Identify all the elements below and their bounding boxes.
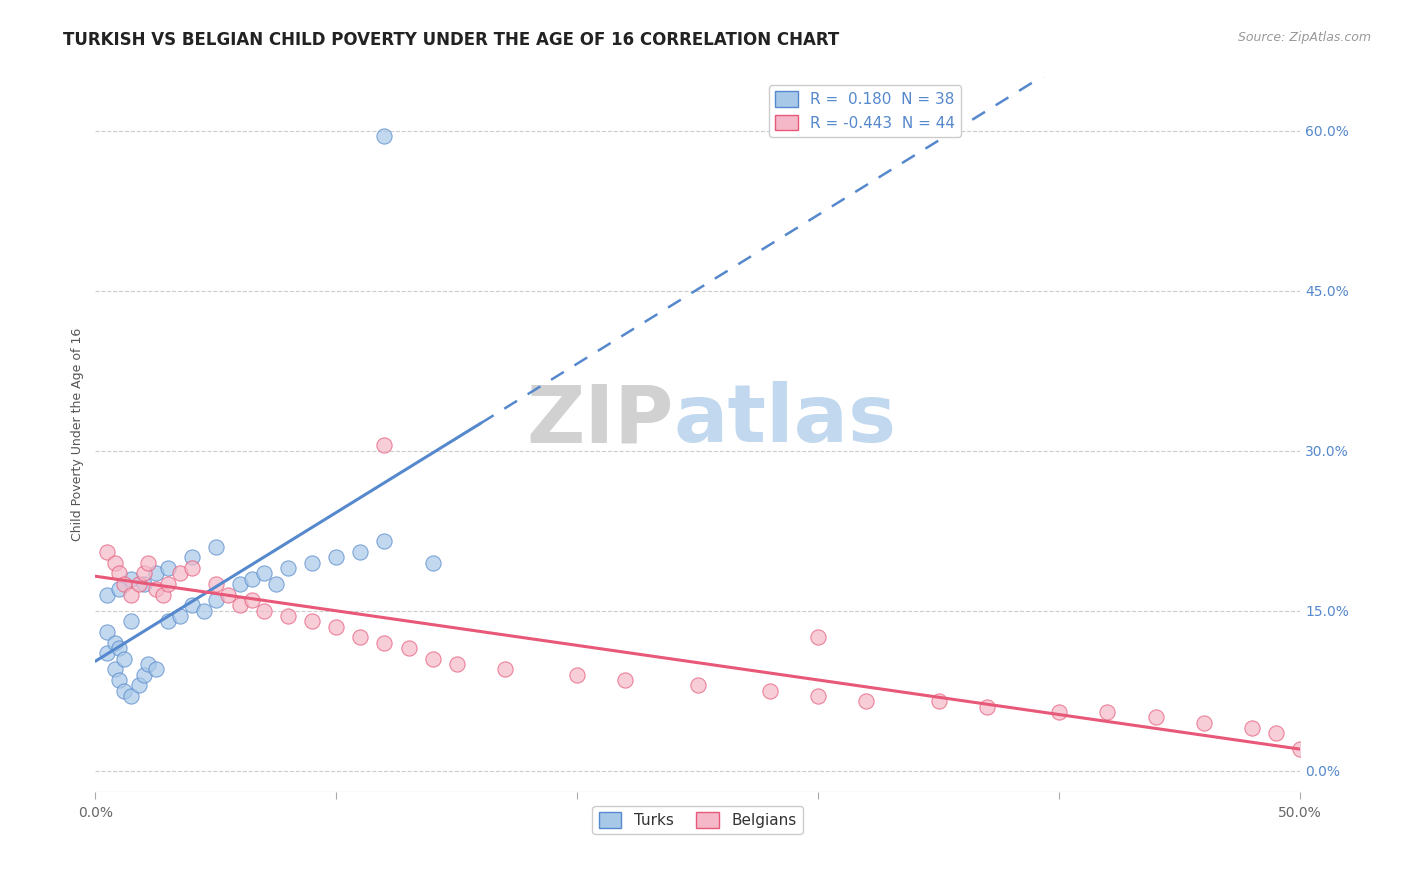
Point (169, 566, 191, 581)
Point (132, 566, 155, 581)
Point (1097, 705, 1119, 719)
Text: Source: ZipAtlas.com: Source: ZipAtlas.com (1237, 31, 1371, 45)
Point (156, 561, 179, 575)
Point (112, 651, 135, 665)
Point (152, 588, 174, 602)
Point (373, 635, 395, 649)
Point (121, 572, 143, 586)
Point (145, 582, 167, 597)
Text: ZIP: ZIP (526, 382, 673, 459)
Point (138, 657, 160, 671)
Point (112, 577, 135, 591)
Point (807, 630, 830, 644)
Point (205, 577, 228, 591)
Point (121, 588, 143, 602)
Point (928, 694, 950, 708)
Point (205, 540, 228, 554)
Point (686, 678, 709, 692)
Point (128, 678, 150, 692)
Point (446, 657, 468, 671)
Point (614, 673, 637, 687)
Point (759, 683, 782, 698)
Point (422, 651, 444, 665)
Point (104, 556, 127, 570)
Point (96, 588, 118, 602)
Point (253, 604, 276, 618)
Point (1144, 710, 1167, 724)
Point (1240, 721, 1263, 735)
Point (422, 556, 444, 570)
Point (112, 683, 135, 698)
Legend: Turks, Belgians: Turks, Belgians (592, 806, 803, 834)
Point (373, 534, 395, 549)
Point (104, 662, 127, 676)
Point (121, 689, 143, 703)
Point (132, 667, 155, 681)
Point (108, 640, 131, 655)
Point (108, 673, 131, 687)
Point (373, 438, 395, 452)
Point (138, 556, 160, 570)
Point (180, 550, 202, 565)
Point (567, 667, 589, 681)
Point (807, 689, 830, 703)
Point (240, 593, 263, 607)
Point (301, 615, 323, 629)
Point (373, 129, 395, 144)
Point (494, 662, 516, 676)
Point (398, 640, 420, 655)
Point (325, 550, 347, 565)
Point (145, 566, 167, 581)
Point (156, 615, 179, 629)
Point (301, 556, 323, 570)
Text: atlas: atlas (673, 382, 897, 459)
Point (121, 615, 143, 629)
Point (1265, 726, 1288, 740)
Point (96, 646, 118, 660)
Point (132, 577, 155, 591)
Point (976, 699, 998, 714)
Point (96, 545, 118, 559)
Point (128, 577, 150, 591)
Point (325, 620, 347, 634)
Point (104, 635, 127, 649)
Point (108, 582, 131, 597)
Point (855, 694, 877, 708)
Point (229, 577, 252, 591)
Point (349, 630, 371, 644)
Point (156, 577, 179, 591)
Point (229, 599, 252, 613)
Point (180, 561, 202, 575)
Y-axis label: Child Poverty Under the Age of 16: Child Poverty Under the Age of 16 (72, 328, 84, 541)
Point (96, 625, 118, 640)
Point (145, 662, 167, 676)
Point (253, 566, 276, 581)
Point (349, 545, 371, 559)
Text: TURKISH VS BELGIAN CHILD POVERTY UNDER THE AGE OF 16 CORRELATION CHART: TURKISH VS BELGIAN CHILD POVERTY UNDER T… (63, 31, 839, 49)
Point (193, 604, 215, 618)
Point (240, 572, 263, 586)
Point (1289, 742, 1312, 756)
Point (205, 593, 228, 607)
Point (264, 577, 287, 591)
Point (277, 609, 299, 624)
Point (277, 561, 299, 575)
Point (108, 566, 131, 581)
Point (180, 599, 202, 613)
Point (169, 609, 191, 624)
Point (1047, 705, 1070, 719)
Point (217, 588, 239, 602)
Point (1192, 715, 1215, 730)
